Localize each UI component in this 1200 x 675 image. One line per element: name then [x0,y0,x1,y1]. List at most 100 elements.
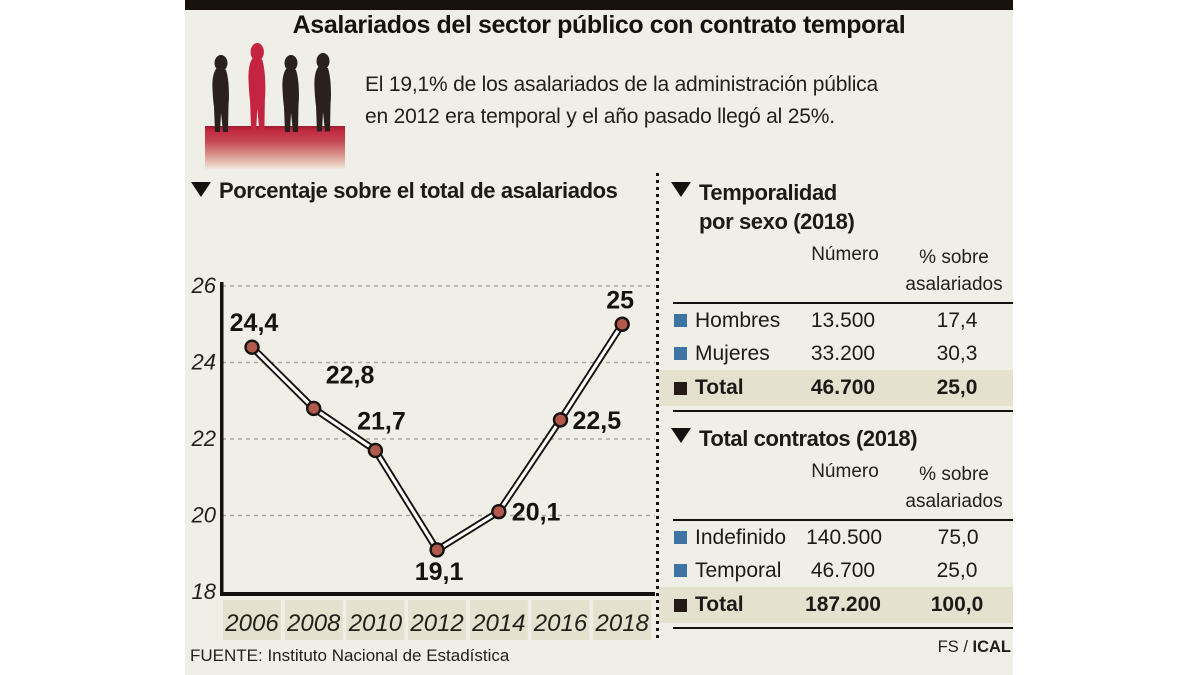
table2-heading: Total contratos (2018) [671,424,1013,453]
source-note: FUENTE: Instituto Nacional de Estadístic… [190,646,510,665]
blue-square-bullet-icon [674,564,687,577]
point-label-2012: 19,1 [415,558,464,586]
x-tick-2012: 2012 [409,610,463,637]
worker-silhouette-red [248,43,266,131]
x-tick-2006: 2006 [224,610,279,637]
subtitle-line-2: en 2012 era temporal y el año pasado lle… [365,105,835,128]
triangle-marker-icon [671,182,691,197]
y-tick-20: 20 [191,503,217,528]
vertical-dotted-divider [656,173,659,641]
infographic-canvas: Asalariados del sector público con contr… [185,0,1013,675]
table1-top-rule [673,302,1013,304]
point-label-2010: 21,7 [357,407,406,435]
data-point-2006 [244,339,260,355]
y-tick-26: 26 [191,273,217,298]
total-row: Total 46.700 25,0 [659,370,1013,406]
chart-section-heading-label: Porcentaje sobre el total de asalariados [219,178,618,203]
column-header-pct: % sobre asalariados [905,247,1003,295]
x-tick-2010: 2010 [348,610,403,637]
table2-column-headers: Número % sobre asalariados [669,455,1013,519]
row-numero: 140.500 [806,525,883,549]
row-label: Indefinido [695,525,787,549]
row-pct: 100,0 [930,593,984,616]
table2-top-rule [673,519,1013,521]
subtitle: El 19,1% de los asalariados de la admini… [365,69,878,133]
row-numero: 187.200 [805,593,881,616]
column-header-pct: % sobre asalariados [905,464,1003,512]
x-tick-cell-2014 [469,600,528,640]
triangle-marker-icon [671,428,691,443]
x-tick-cell-2008 [284,600,343,640]
table2-heading-label: Total contratos (2018) [699,426,918,451]
black-square-bullet-icon [674,598,687,612]
data-point-2008 [305,400,322,417]
subtitle-line-1: El 19,1% de los asalariados de la admini… [365,73,878,96]
line-chart: 18 20 22 24 26 2006 2008 2010 2012 2014 2016 2018 24… [191,273,655,640]
platform [205,126,345,170]
y-tick-18: 18 [192,579,217,604]
workers-illustration [205,43,345,170]
point-label-2006: 24,4 [230,309,279,337]
x-axis-line [220,592,655,596]
table1-column-headers: Número % sobre asalariados [669,238,1013,302]
x-tick-cell-2006 [223,600,281,640]
data-point-2010 [367,442,384,459]
row-label: Hombres [695,308,781,332]
total-row: Total 187.200 100,0 [659,587,1013,623]
row-numero: 46.700 [810,376,876,399]
data-point-2016 [552,412,569,428]
x-tick-cell-2010 [346,600,405,640]
tables-panel: Temporalidad por sexo (2018) Número % sob… [659,170,1013,657]
table-row: Hombres 13.500 17,4 [669,304,1013,337]
row-numero: 33.200 [810,341,876,365]
worker-silhouette-black-1 [212,55,229,132]
blue-square-bullet-icon [674,314,687,327]
y-tick-22: 22 [191,426,216,451]
row-label: Total [695,593,744,616]
row-label: Mujeres [695,341,770,365]
x-tick-cell-2016 [531,600,590,640]
table-row: Temporal 46.700 25,0 [669,554,1013,587]
x-tick-2016: 2016 [533,610,588,637]
chart-section-heading: Porcentaje sobre el total de asalariados [191,178,618,204]
y-axis-line [220,282,224,596]
blue-square-bullet-icon [674,531,687,544]
table-row: Indefinido 140.500 75,0 [669,521,1013,554]
top-bar [185,0,1013,10]
worker-silhouette-black-3 [314,53,331,132]
x-tick-2008: 2008 [286,610,341,637]
credit-prefix: FS / [937,638,973,656]
row-numero: 46.700 [810,558,876,582]
table-row: Mujeres 33.200 30,3 [669,337,1013,370]
x-tick-cell-2012 [408,600,467,640]
point-label-2018: 25 [606,286,634,314]
page-title: Asalariados del sector público con contr… [292,11,906,39]
point-label-2016: 22,5 [573,407,622,435]
data-point-2014 [491,503,507,520]
column-header-numero: Número [811,244,879,265]
row-pct: 25,0 [936,376,978,399]
table1-heading: Temporalidad por sexo (2018) [671,178,1013,236]
point-label-2014: 20,1 [512,499,561,527]
x-tick-2018: 2018 [595,610,650,637]
row-pct: 17,4 [936,308,978,332]
table1-bottom-rule [673,410,1013,412]
worker-silhouette-black-2 [282,55,299,132]
triangle-marker-icon [191,182,211,197]
row-pct: 75,0 [937,525,979,549]
x-tick-cell-2018 [593,600,652,640]
row-pct: 25,0 [936,558,978,582]
x-tick-2014: 2014 [471,610,525,637]
table2-bottom-rule [673,627,1013,629]
data-point-2018 [614,316,630,332]
point-label-2008: 22,8 [326,361,375,389]
black-square-bullet-icon [674,381,687,395]
row-numero: 13.500 [810,308,876,332]
row-pct: 30,3 [936,341,978,365]
data-point-2012 [429,542,445,558]
row-label: Total [695,376,744,399]
blue-square-bullet-icon [674,347,687,360]
credit: FS / ICAL [669,638,1013,657]
table1-heading-label: Temporalidad por sexo (2018) [699,180,855,234]
credit-agency: ICAL [972,638,1012,656]
